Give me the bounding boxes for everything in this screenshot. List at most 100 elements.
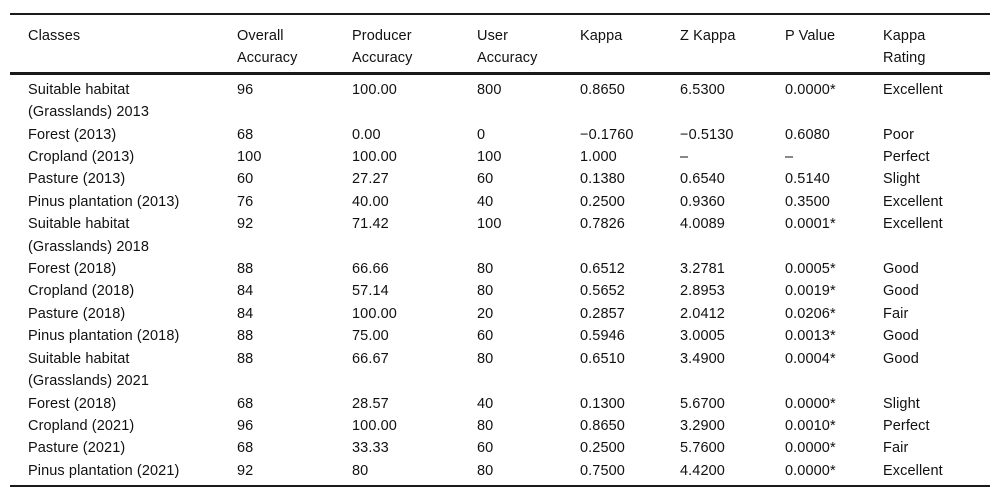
value-cell: 2.8953 (680, 283, 725, 300)
value-cell: Slight (883, 171, 920, 188)
value-cell: Perfect (883, 149, 930, 166)
value-cell: 60 (237, 171, 254, 188)
table-row: Suitable habitat (Grasslands) 2018 92 71.4… (10, 213, 990, 258)
value-cell: 27.27 (352, 171, 389, 188)
value-cell: Perfect (883, 417, 930, 434)
value-cell: 0.0206* (785, 305, 836, 322)
value-cell: 80 (477, 417, 494, 434)
value-cell: 100 (477, 149, 502, 166)
value-cell: 0.2500 (580, 193, 625, 210)
value-cell: Good (883, 283, 919, 300)
value-cell: 0.0000* (785, 440, 836, 457)
value-cell: 96 (237, 417, 254, 434)
value-cell: 71.42 (352, 216, 389, 233)
value-cell: 88 (237, 261, 254, 278)
value-cell: 0.8650 (580, 417, 625, 434)
header-cell-p-value: P Value (767, 14, 865, 75)
value-cell: 5.7600 (680, 440, 725, 457)
value-cell: 800 (477, 81, 502, 98)
value-cell: 3.2781 (680, 261, 725, 278)
value-cell: 0.1380 (580, 171, 625, 188)
value-cell: 66.67 (352, 350, 389, 367)
value-cell: 0.5140 (785, 171, 830, 188)
value-cell: 3.4900 (680, 350, 725, 367)
value-cell: Excellent (883, 193, 943, 210)
value-cell: 80 (477, 261, 494, 278)
value-cell: 0.5946 (580, 328, 625, 345)
table-row: Pasture (2018) 84 100.00 20 0.2857 2.0412 0.02… (10, 303, 990, 325)
value-cell: Slight (883, 395, 920, 412)
value-cell: 60 (477, 328, 494, 345)
value-cell: 100.00 (352, 149, 397, 166)
header-cell-classes: Classes (10, 14, 219, 75)
class-name-cell: Suitable habitat (Grasslands) 2018 (28, 216, 149, 255)
table-row: Suitable habitat (Grasslands) 2013 96 100.… (10, 73, 990, 123)
value-cell: 0.2857 (580, 305, 625, 322)
accuracy-assessment-table: Classes Overall Accuracy Producer Accura… (10, 13, 990, 488)
class-name-cell: Pasture (2013) (28, 171, 126, 188)
value-cell: 0.0000* (785, 462, 836, 479)
value-cell: Excellent (883, 462, 943, 479)
value-cell: 100 (477, 216, 502, 233)
value-cell: 0.6540 (680, 171, 725, 188)
value-cell: 3.2900 (680, 417, 725, 434)
value-cell: 0.0005* (785, 261, 836, 278)
value-cell: 60 (477, 440, 494, 457)
value-cell: 100.00 (352, 305, 397, 322)
value-cell: 80 (477, 283, 494, 300)
value-cell: 0.8650 (580, 81, 625, 98)
table-row: Cropland (2018) 84 57.14 80 0.5652 2.8953 0.00… (10, 280, 990, 302)
value-cell: 80 (477, 350, 494, 367)
value-cell: 0.0013* (785, 328, 836, 345)
value-cell: 0.0010* (785, 417, 836, 434)
value-cell: 0.7826 (580, 216, 625, 233)
header-cell-overall-accuracy: Overall Accuracy (219, 14, 334, 75)
table-row: Cropland (2013) 100 100.00 100 1.000 – – Perfec… (10, 146, 990, 168)
table-body: Suitable habitat (Grasslands) 2013 96 100.… (10, 73, 990, 486)
value-cell: 88 (237, 328, 254, 345)
value-cell: Good (883, 350, 919, 367)
value-cell: 28.57 (352, 395, 389, 412)
class-name-cell: Pinus plantation (2013) (28, 193, 180, 210)
value-cell: 76 (237, 193, 254, 210)
class-name-cell: Pasture (2021) (28, 440, 126, 457)
value-cell: Poor (883, 126, 915, 143)
class-name-cell: Cropland (2018) (28, 283, 135, 300)
table-row: Pasture (2021) 68 33.33 60 0.2500 5.7600 0.000… (10, 437, 990, 459)
value-cell: 75.00 (352, 328, 389, 345)
table-row: Pinus plantation (2018) 88 75.00 60 0.5946 3.… (10, 325, 990, 347)
header-row: Classes Overall Accuracy Producer Accura… (10, 14, 990, 75)
value-cell: 40 (477, 193, 494, 210)
document-page: Classes Overall Accuracy Producer Accura… (0, 13, 1000, 499)
value-cell: 100.00 (352, 81, 397, 98)
value-cell: 68 (237, 126, 254, 143)
table-row: Pinus plantation (2021) 92 80 80 0.7500 4.420… (10, 460, 990, 486)
value-cell: 92 (237, 462, 254, 479)
value-cell: Good (883, 328, 919, 345)
value-cell: 68 (237, 440, 254, 457)
value-cell: Excellent (883, 81, 943, 98)
value-cell: 80 (477, 462, 494, 479)
value-cell: 40 (477, 395, 494, 412)
value-cell: 6.5300 (680, 81, 725, 98)
table-header: Classes Overall Accuracy Producer Accura… (10, 14, 990, 75)
value-cell: 0.0000* (785, 81, 836, 98)
value-cell: 0 (477, 126, 486, 143)
value-cell: 0.3500 (785, 193, 830, 210)
value-cell: 0.1300 (580, 395, 625, 412)
value-cell: 33.33 (352, 440, 389, 457)
value-cell: – (680, 149, 689, 166)
value-cell: Excellent (883, 216, 943, 233)
header-cell-kappa: Kappa (562, 14, 662, 75)
header-cell-z-kappa: Z Kappa (662, 14, 767, 75)
value-cell: 57.14 (352, 283, 389, 300)
header-cell-producer-accuracy: Producer Accuracy (334, 14, 459, 75)
value-cell: Fair (883, 440, 909, 457)
value-cell: – (785, 149, 794, 166)
value-cell: 100.00 (352, 417, 397, 434)
value-cell: 1.000 (580, 149, 617, 166)
table-row: Forest (2013) 68 0.00 0 −0.1760 −0.5130 0.6080… (10, 124, 990, 146)
value-cell: 0.2500 (580, 440, 625, 457)
value-cell: 88 (237, 350, 254, 367)
class-name-cell: Cropland (2013) (28, 149, 135, 166)
